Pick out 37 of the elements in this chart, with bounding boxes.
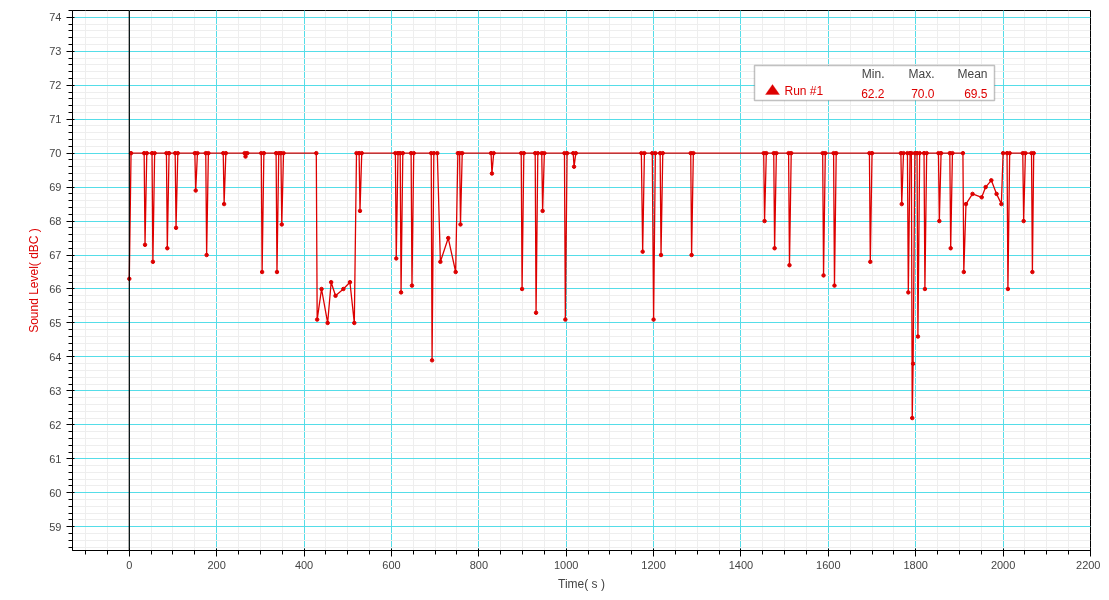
y-tick-label: 62 xyxy=(49,418,62,431)
y-tick-label: 67 xyxy=(49,249,62,262)
annotation: 69.5 xyxy=(964,86,988,101)
y-tick-label: 59 xyxy=(49,520,62,533)
y-tick-label: 72 xyxy=(49,79,62,92)
y-tick-label: 68 xyxy=(49,215,62,228)
x-tick-label: 0 xyxy=(126,558,133,571)
x-tick-label: 1400 xyxy=(728,558,754,571)
x-tick-label: 1000 xyxy=(553,558,579,571)
y-tick-label: 63 xyxy=(49,384,62,397)
annotation: Max. xyxy=(908,66,935,81)
y-tick-label: 61 xyxy=(49,452,62,465)
y-tick-label: 70 xyxy=(49,147,62,160)
x-tick-label: 1200 xyxy=(641,558,666,571)
legend-label: Run #1 xyxy=(784,83,824,98)
y-tick-label: 64 xyxy=(49,350,62,363)
x-tick-label: 400 xyxy=(294,558,314,571)
x-tick-label: 1800 xyxy=(903,558,928,571)
annotation: Min. xyxy=(861,66,885,81)
x-tick-label: 600 xyxy=(382,558,401,571)
x-tick-label: 200 xyxy=(207,558,226,571)
y-tick-label: 60 xyxy=(49,486,62,499)
x-tick-label: 800 xyxy=(469,558,489,571)
y-tick-label: 65 xyxy=(49,316,62,329)
y-tick-label: 73 xyxy=(49,45,62,58)
x-tick-label: 2000 xyxy=(990,558,1016,571)
annotation: 70.0 xyxy=(911,86,935,101)
y-tick-label: 74 xyxy=(49,11,62,24)
annotation: Mean xyxy=(957,66,988,81)
x-tick-label: 1600 xyxy=(816,558,841,571)
annotation: 62.2 xyxy=(861,86,885,101)
y-tick-label: 66 xyxy=(49,282,62,295)
x-tick-label: 2200 xyxy=(1076,558,1101,571)
x-axis-title: Time( s ) xyxy=(558,576,605,591)
y-tick-label: 69 xyxy=(49,181,62,194)
y-tick-label: 71 xyxy=(49,113,62,126)
y-axis-title: Sound Level( dBC ) xyxy=(27,228,42,333)
